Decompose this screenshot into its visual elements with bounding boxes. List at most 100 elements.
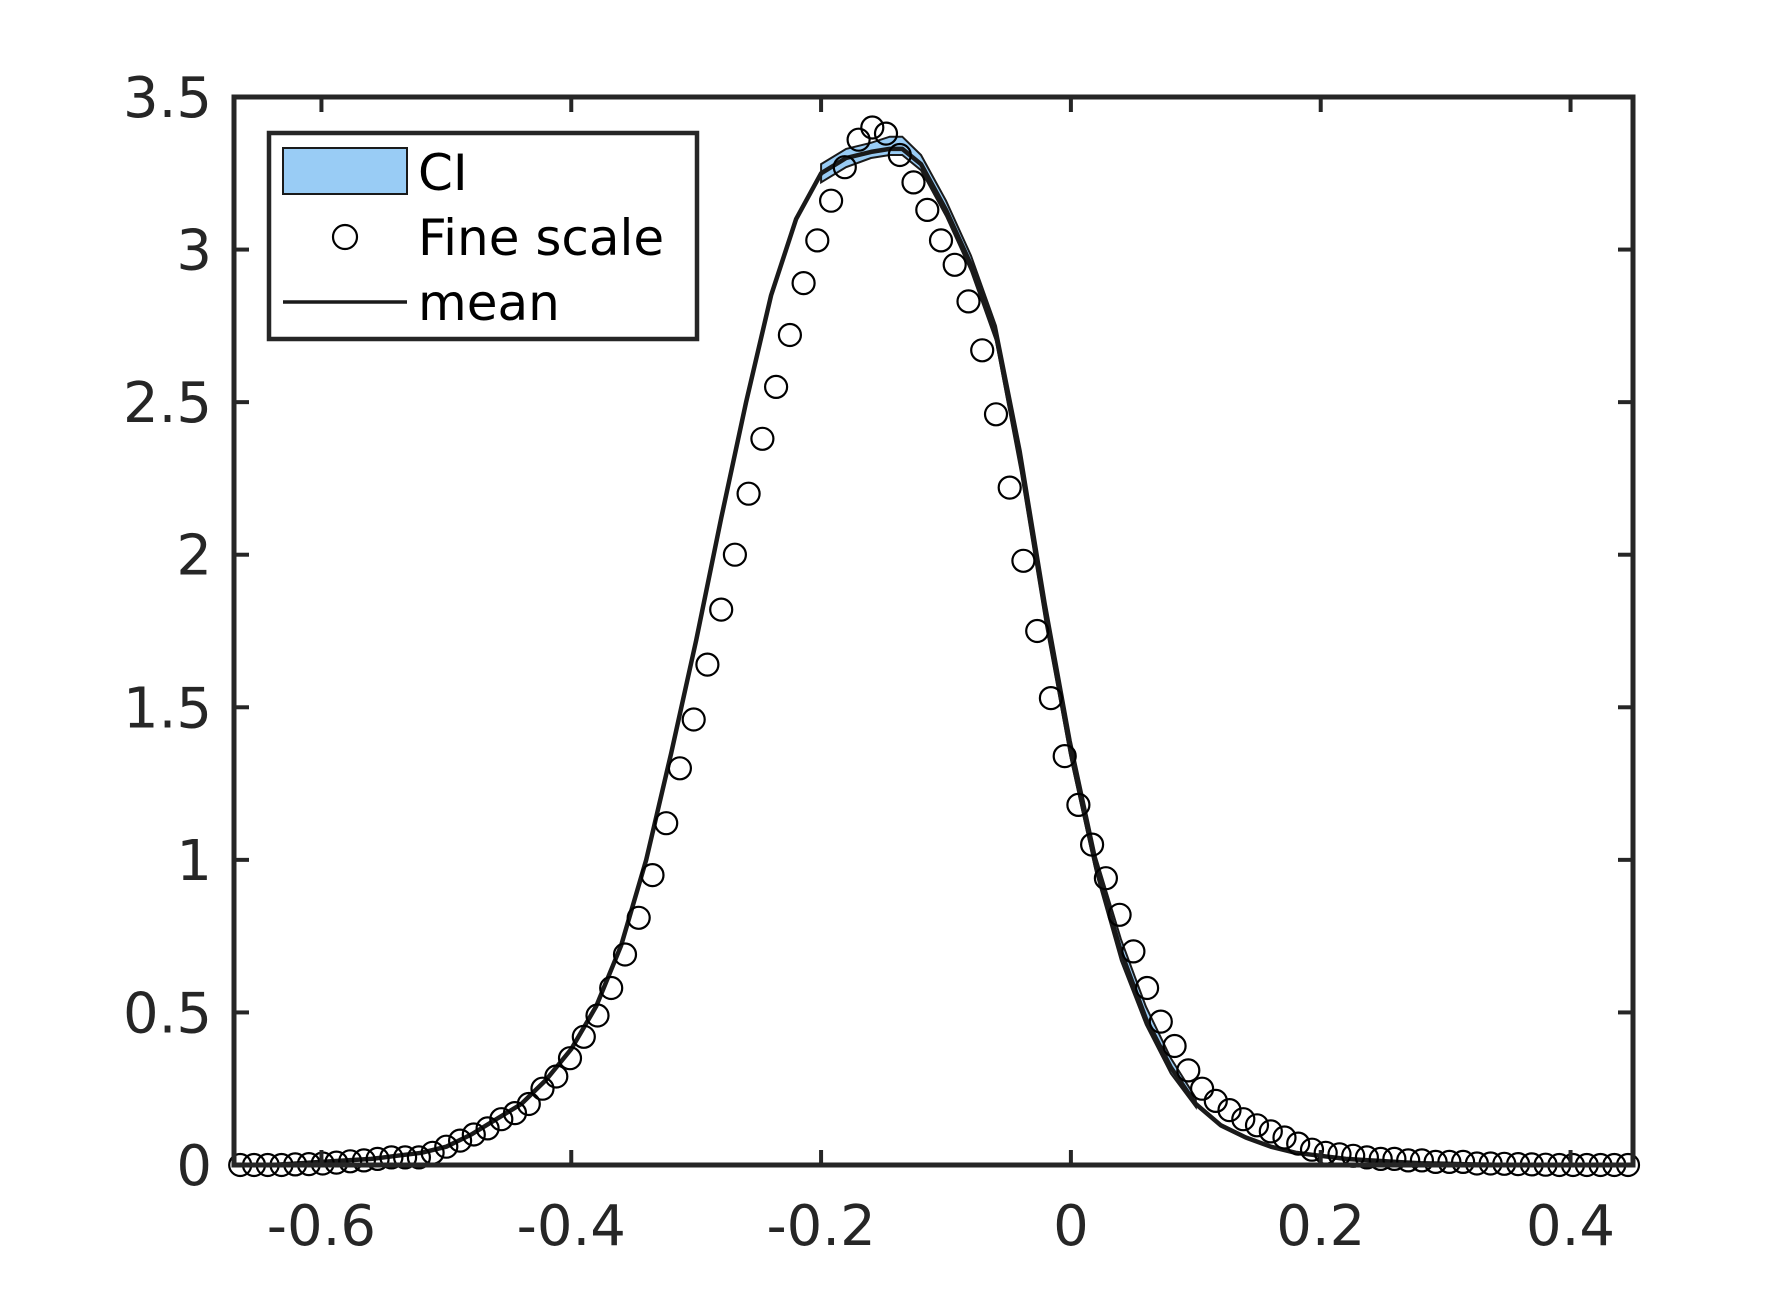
fine-scale-point	[654, 811, 679, 836]
legend-ci-swatch	[282, 147, 408, 195]
fine-scale-point	[681, 707, 706, 732]
mean-line	[234, 146, 1633, 1168]
legend-label-mean: mean	[418, 274, 560, 332]
plot-area	[228, 115, 1641, 1178]
fine-scale-point	[1258, 1119, 1283, 1144]
fine-scale-point	[1354, 1145, 1380, 1170]
y-tick-label: 2.5	[123, 371, 212, 436]
fine-scale-point	[1382, 1146, 1407, 1172]
fine-scale-point	[818, 188, 844, 213]
fine-scale-point	[1217, 1097, 1242, 1123]
fine-scale-point	[1409, 1148, 1435, 1173]
fine-scale-point	[530, 1076, 555, 1101]
fine-scale-point	[351, 1148, 376, 1173]
fine-scale-point	[736, 481, 761, 506]
fine-scale-point	[1423, 1149, 1448, 1175]
fine-scale-point	[626, 905, 651, 930]
fine-scale-point	[1203, 1088, 1228, 1114]
fine-scale-point	[448, 1128, 473, 1153]
fine-scale-point	[489, 1107, 514, 1132]
fine-scale-point	[557, 1046, 583, 1071]
fine-scale-point	[1286, 1131, 1311, 1156]
fine-scale-point	[750, 426, 775, 451]
fine-scale-point	[1052, 743, 1077, 769]
fine-scale-point	[832, 155, 857, 180]
fine-scale-point	[1121, 939, 1146, 964]
y-tick-label: 3	[176, 219, 212, 284]
x-tick-label: -0.2	[766, 1194, 875, 1259]
fine-scale-point	[1176, 1058, 1201, 1083]
fine-scale-point	[983, 402, 1009, 427]
fine-scale-point	[901, 170, 926, 195]
fine-scale-point	[599, 975, 624, 1001]
x-tick-label: 0	[1053, 1194, 1089, 1259]
fine-scale-point	[544, 1064, 569, 1089]
fine-scale-point	[571, 1024, 596, 1049]
x-tick-label: -0.4	[517, 1194, 626, 1259]
fine-scale-point	[1299, 1137, 1325, 1162]
fine-scale-point	[393, 1145, 418, 1170]
x-tick-label: 0.2	[1276, 1194, 1365, 1259]
fine-scale-point	[1368, 1146, 1393, 1172]
fine-scale-point	[873, 121, 899, 146]
fine-scale-point	[1396, 1148, 1421, 1173]
y-tick-label: 0	[176, 1134, 212, 1199]
fine-scale-point	[846, 127, 871, 152]
y-tick-label: 2	[176, 524, 212, 589]
fine-scale-point	[1244, 1113, 1270, 1138]
fine-scale-point	[1066, 792, 1091, 818]
fine-scale-point	[695, 652, 720, 677]
fine-scale-point	[667, 756, 693, 781]
y-tick-label: 1	[176, 829, 212, 894]
x-tick-label: 0.4	[1526, 1194, 1615, 1259]
fine-scale-point	[1437, 1149, 1462, 1175]
fine-scale-point	[502, 1100, 528, 1126]
fine-scale-point	[956, 289, 981, 314]
fine-scale-point	[365, 1146, 390, 1172]
fine-scale-point	[887, 142, 912, 168]
legend-label-fine: Fine scale	[418, 209, 664, 267]
axes-box	[231, 94, 1636, 1168]
fine-scale-point	[1272, 1125, 1297, 1150]
fine-scale-point	[791, 271, 816, 296]
fine-scale-point	[997, 475, 1022, 500]
fine-scale-point	[1134, 975, 1160, 1001]
fine-scale-point	[585, 1003, 610, 1028]
fine-scale-point	[1231, 1107, 1256, 1132]
fine-scale-point	[777, 322, 803, 348]
fine-scale-point	[805, 228, 830, 253]
fine-scale-point	[1038, 685, 1064, 711]
ci-band	[820, 135, 1197, 1111]
y-tick-label: 3.5	[123, 66, 212, 131]
fine-scale-point	[763, 374, 789, 399]
fine-scale-point	[612, 942, 638, 967]
fine-scale-point	[379, 1145, 404, 1170]
legend: CI Fine scale mean	[266, 130, 700, 342]
fine-scale-point	[1079, 832, 1105, 857]
fine-scale-point	[1107, 902, 1132, 927]
fine-scale-point	[1011, 548, 1036, 573]
y-tick-label: 1.5	[123, 676, 212, 741]
fine-scale-point	[1162, 1033, 1187, 1059]
fine-scale-point	[461, 1122, 486, 1147]
axes: -0.6 -0.4 -0.2 0 0.2 0.4 0 0.5 1 1.5 2 2.5 3 3.5	[123, 66, 1636, 1259]
fine-scale-point	[1189, 1076, 1215, 1101]
fine-scale-point	[970, 338, 995, 363]
x-tick-label: -0.6	[267, 1194, 376, 1259]
fine-scale-point	[860, 115, 885, 140]
fine-scale-point	[434, 1134, 459, 1159]
fine-scale-point	[709, 597, 734, 622]
fine-scale-point	[722, 542, 748, 567]
legend-fine-scale-marker	[331, 223, 359, 251]
fine-scale-point	[1093, 866, 1119, 891]
fine-scale-point	[640, 862, 665, 888]
y-tick-label: 0.5	[123, 981, 212, 1046]
legend-label-ci: CI	[418, 144, 468, 202]
fine-scale-point	[1025, 618, 1050, 644]
fine-scale-point	[928, 228, 954, 253]
fine-scale-point	[1148, 1009, 1173, 1034]
fine-scale-point	[915, 197, 940, 222]
fine-scale-point	[475, 1116, 500, 1141]
fine-scale-point	[1450, 1149, 1476, 1175]
